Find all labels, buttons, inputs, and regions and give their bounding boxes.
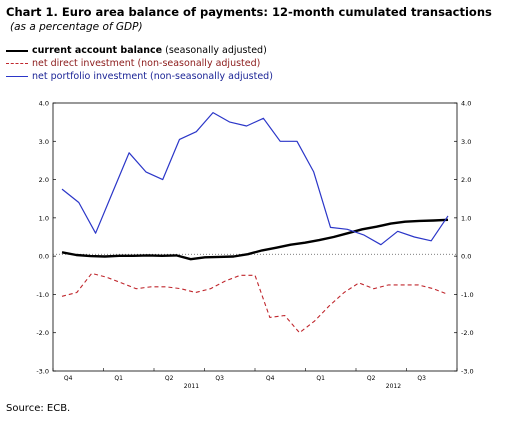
legend-label-direct-investment: net direct investment (non-seasonally ad… xyxy=(32,58,261,69)
y-tick-label-right: 4.0 xyxy=(461,100,471,108)
y-tick-label-right: 1.0 xyxy=(461,214,471,222)
chart-subtitle: (as a percentage of GDP) xyxy=(10,21,143,33)
x-year-label: 2012 xyxy=(386,383,401,390)
y-tick-label-left: 4.0 xyxy=(39,100,49,108)
x-year-label: 2011 xyxy=(184,383,199,390)
series-line-current-account xyxy=(61,218,449,261)
x-tick-label: Q2 xyxy=(367,375,376,382)
series-line-direct-investment xyxy=(61,272,449,334)
series-line-portfolio-investment xyxy=(61,111,449,246)
legend-item-portfolio-investment: net portfolio investment (non-seasonally… xyxy=(6,70,273,83)
y-tick-label-left: -1.0 xyxy=(36,291,49,299)
x-tick-label: Q3 xyxy=(417,375,426,382)
legend-item-current-account: current account balance (seasonally adju… xyxy=(6,44,273,57)
legend-item-direct-investment: net direct investment (non-seasonally ad… xyxy=(6,57,273,70)
y-tick-label-right: -3.0 xyxy=(461,368,474,376)
y-tick-label-right: 2.0 xyxy=(461,176,471,184)
legend-swatch-current-account xyxy=(6,49,28,52)
x-tick-label: Q4 xyxy=(64,375,73,382)
y-tick-label-left: -2.0 xyxy=(36,329,49,337)
x-tick-label: Q1 xyxy=(316,375,325,382)
y-tick-label-left: 2.0 xyxy=(39,176,49,184)
x-tick-label: Q4 xyxy=(266,375,275,382)
y-tick-label-left: -3.0 xyxy=(36,368,49,376)
source-note: Source: ECB. xyxy=(6,403,71,414)
y-tick-label-right: -1.0 xyxy=(461,291,474,299)
x-tick-label: Q1 xyxy=(114,375,123,382)
x-tick-label: Q2 xyxy=(165,375,174,382)
legend-label-current-account-note: (seasonally adjusted) xyxy=(165,45,267,56)
x-tick-label: Q3 xyxy=(215,375,224,382)
legend-swatch-direct-investment xyxy=(6,63,28,64)
legend-label-current-account: current account balance xyxy=(32,45,163,56)
legend-label-portfolio-investment: net portfolio investment (non-seasonally… xyxy=(32,71,273,82)
chart-title: Chart 1. Euro area balance of payments: … xyxy=(6,5,492,19)
legend-swatch-portfolio-investment xyxy=(6,76,28,77)
legend: current account balance (seasonally adju… xyxy=(6,44,273,83)
y-tick-label-left: 3.0 xyxy=(39,138,49,146)
y-tick-label-right: -2.0 xyxy=(461,329,474,337)
y-tick-label-right: 0.0 xyxy=(461,253,471,261)
y-tick-label-right: 3.0 xyxy=(461,138,471,146)
y-tick-label-left: 0.0 xyxy=(39,253,49,261)
y-tick-label-left: 1.0 xyxy=(39,214,49,222)
plot-frame xyxy=(52,102,458,372)
